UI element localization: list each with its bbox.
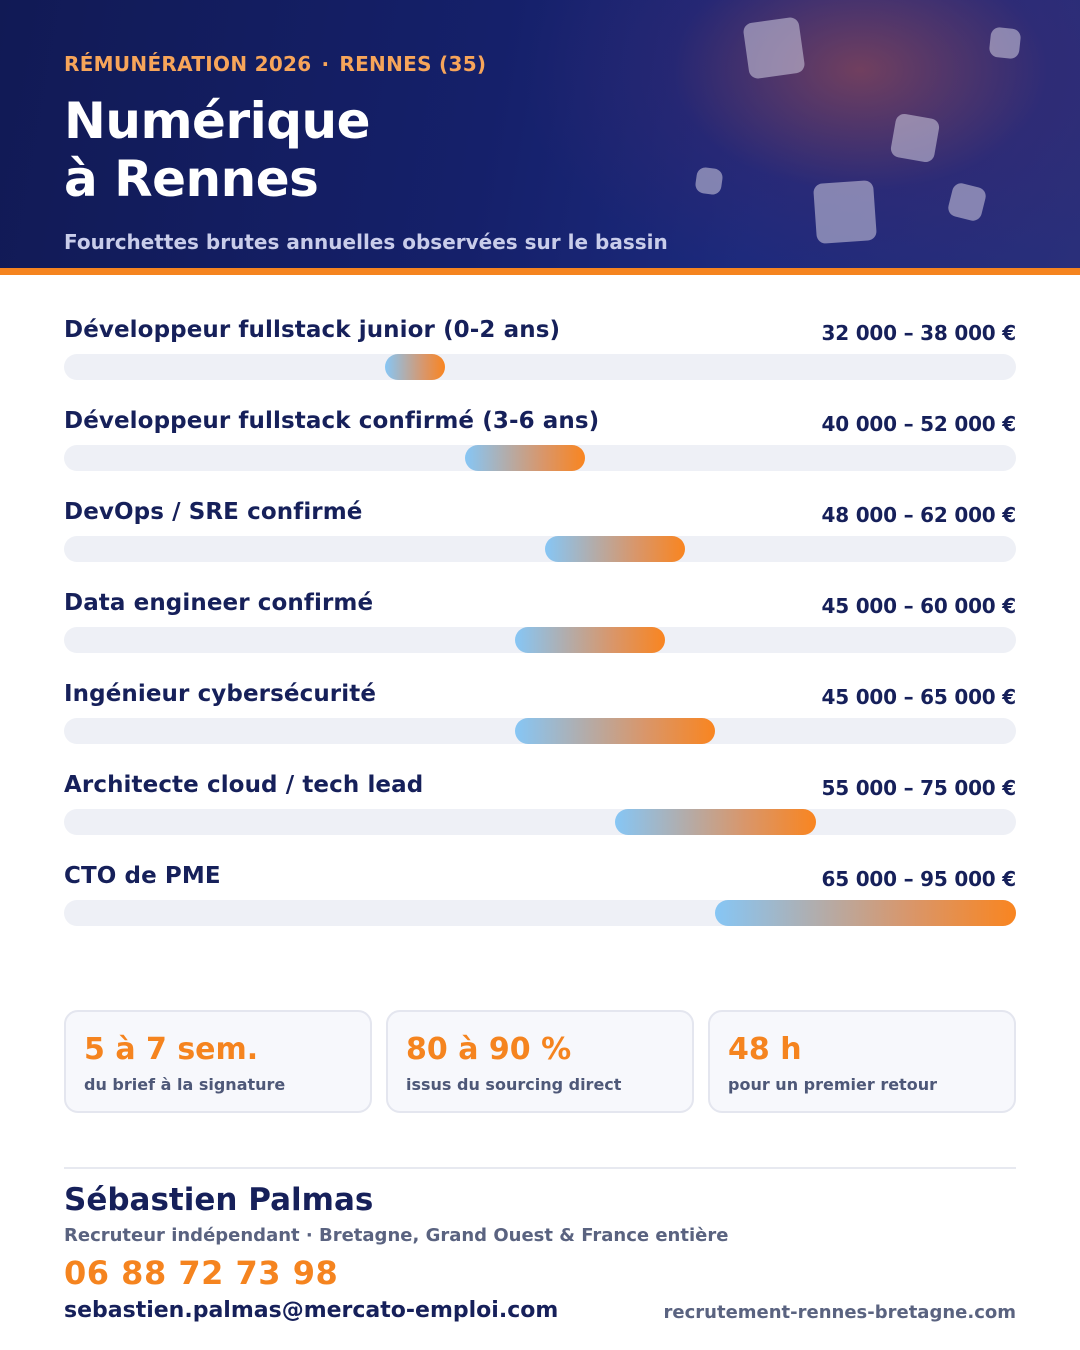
stat-caption: du brief à la signature: [84, 1075, 286, 1094]
kicker-topic: RÉMUNÉRATION 2026: [64, 52, 312, 76]
range-track: [64, 718, 1016, 744]
range-bar: [545, 536, 686, 562]
range-bar: [615, 809, 816, 835]
range-value-label: 32 000 – 38 000 €: [821, 321, 1017, 345]
range-row: Architecte cloud / tech lead 55 000 – 75 …: [64, 755, 1016, 846]
range-value-label: 45 000 – 65 000 €: [821, 685, 1017, 709]
range-track: [64, 809, 1016, 835]
stat-card-delay: 5 à 7 sem. du brief à la signature: [64, 1010, 372, 1113]
range-bar: [384, 354, 445, 380]
page-title-line-2: à Rennes: [64, 150, 319, 208]
range-bar: [514, 627, 666, 653]
decorative-square: [694, 166, 724, 196]
header-banner: RÉMUNÉRATION 2026 · RENNES (35) Numérique …: [0, 0, 1080, 268]
range-row: CTO de PME 65 000 – 95 000 €: [64, 846, 1016, 937]
stat-value: 80 à 90 %: [406, 1032, 572, 1067]
stat-value: 48 h: [728, 1032, 802, 1067]
phone-number[interactable]: 06 88 72 73 98: [64, 1254, 339, 1292]
range-label: Data engineer confirmé: [64, 590, 374, 616]
footer-divider: [64, 1167, 1016, 1169]
range-track: [64, 445, 1016, 471]
range-row: Développeur fullstack junior (0-2 ans) 32…: [64, 300, 1016, 391]
stat-card-response: 48 h pour un premier retour: [708, 1010, 1016, 1113]
range-track: [64, 627, 1016, 653]
range-track: [64, 354, 1016, 380]
recruiter-role: Recruteur indépendant · Bretagne, Grand …: [64, 1225, 729, 1246]
kicker-separator: ·: [321, 52, 330, 76]
range-label: Développeur fullstack confirmé (3-6 ans): [64, 408, 600, 434]
stat-card-sourcing: 80 à 90 % issus du sourcing direct: [386, 1010, 694, 1113]
range-row: Ingénieur cybersécurité 45 000 – 65 000 €: [64, 664, 1016, 755]
kicker-location: RENNES (35): [339, 52, 487, 76]
header-accent-bar: [0, 268, 1080, 275]
range-value-label: 40 000 – 52 000 €: [821, 412, 1017, 436]
range-label: Développeur fullstack junior (0-2 ans): [64, 317, 561, 343]
decorative-square: [988, 26, 1022, 60]
range-label: DevOps / SRE confirmé: [64, 499, 363, 525]
range-label: Ingénieur cybersécurité: [64, 681, 377, 707]
range-label: CTO de PME: [64, 863, 221, 889]
range-bar: [464, 445, 586, 471]
stat-value: 5 à 7 sem.: [84, 1032, 259, 1067]
range-value-label: 65 000 – 95 000 €: [821, 867, 1017, 891]
page-title: Numérique à Rennes: [64, 92, 371, 208]
stat-caption: pour un premier retour: [728, 1075, 937, 1094]
page-title-line-1: Numérique: [64, 92, 371, 150]
range-track: [64, 536, 1016, 562]
range-bar: [514, 718, 716, 744]
range-bar: [715, 900, 1016, 926]
range-row: DevOps / SRE confirmé 48 000 – 62 000 €: [64, 482, 1016, 573]
email-link[interactable]: sebastien.palmas@mercato-emploi.com: [64, 1298, 559, 1323]
page-subtitle: Fourchettes brutes annuelles observées s…: [64, 230, 668, 254]
range-value-label: 55 000 – 75 000 €: [821, 776, 1017, 800]
recruiter-name: Sébastien Palmas: [64, 1182, 374, 1218]
range-row: Développeur fullstack confirmé (3-6 ans)…: [64, 391, 1016, 482]
decorative-square: [889, 112, 941, 164]
range-label: Architecte cloud / tech lead: [64, 772, 424, 798]
stat-caption: issus du sourcing direct: [406, 1075, 622, 1094]
header-kicker: RÉMUNÉRATION 2026 · RENNES (35): [64, 52, 486, 76]
range-track: [64, 900, 1016, 926]
range-value-label: 45 000 – 60 000 €: [821, 594, 1017, 618]
decorative-square: [812, 179, 878, 245]
range-row: Data engineer confirmé 45 000 – 60 000 €: [64, 573, 1016, 664]
decorative-square: [742, 16, 806, 80]
range-value-label: 48 000 – 62 000 €: [821, 503, 1017, 527]
decorative-square: [946, 181, 988, 223]
website-link[interactable]: recrutement-rennes-bretagne.com: [663, 1302, 1016, 1323]
